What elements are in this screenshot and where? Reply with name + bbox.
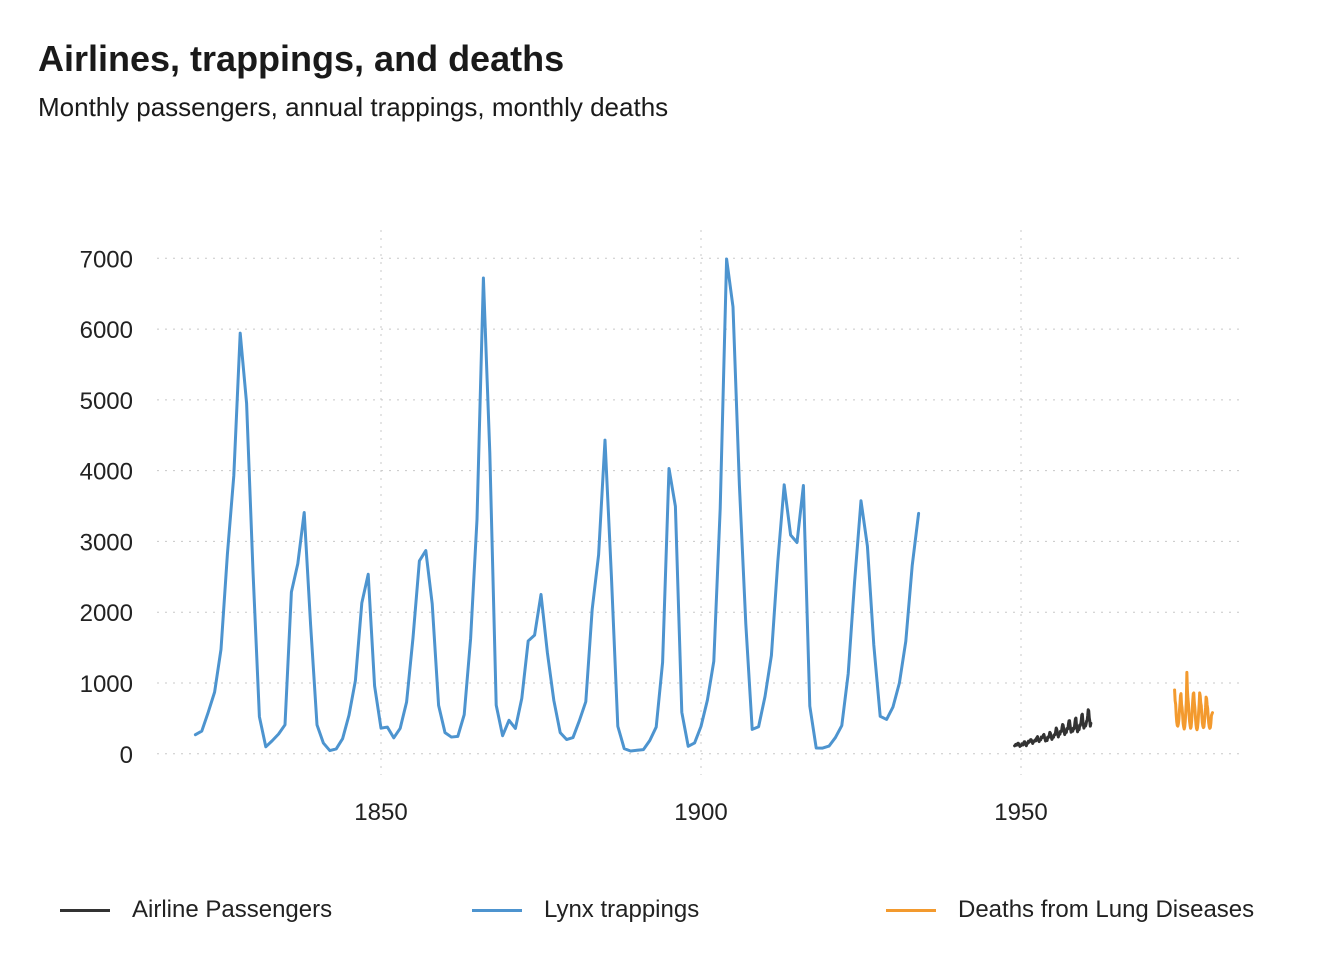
chart-title: Airlines, trappings, and deaths — [38, 38, 565, 79]
y-tick-label: 3000 — [80, 529, 133, 556]
legend-swatch — [472, 908, 522, 912]
legend-item: Lynx trappings — [472, 888, 699, 932]
y-tick-label: 5000 — [80, 388, 133, 415]
chart-legend: Airline Passengers Lynx trappings Deaths f… — [0, 888, 1344, 932]
y-tick-label: 4000 — [80, 459, 133, 486]
line-chart: 0 1000 2000 3000 4000 5000 6000 7000 1850 1900 195… — [80, 230, 1245, 826]
legend-swatch — [886, 908, 936, 912]
y-tick-label: 1000 — [80, 671, 133, 698]
legend-item: Airline Passengers — [60, 888, 332, 932]
series-line-airline-passengers — [1013, 708, 1093, 748]
x-tick-label: 1850 — [354, 799, 407, 826]
chart-subtitle: Monthly passengers, annual trappings, mo… — [38, 92, 669, 122]
y-tick-label: 7000 — [80, 246, 133, 273]
legend-label: Airline Passengers — [132, 896, 333, 923]
y-tick-label: 0 — [120, 742, 133, 769]
legend-swatch — [60, 908, 110, 912]
legend-label: Deaths from Lung Diseases — [958, 896, 1255, 923]
series-line-deaths-from-lung-diseases — [1173, 670, 1214, 732]
legend-label: Lynx trappings — [544, 896, 700, 923]
x-tick-label: 1900 — [674, 799, 727, 826]
y-tick-label: 2000 — [80, 600, 133, 627]
y-tick-label: 6000 — [80, 317, 133, 344]
series-line-lynx-trappings — [193, 257, 921, 753]
legend-item: Deaths from Lung Diseases — [886, 888, 1254, 932]
x-tick-label: 1950 — [994, 799, 1047, 826]
